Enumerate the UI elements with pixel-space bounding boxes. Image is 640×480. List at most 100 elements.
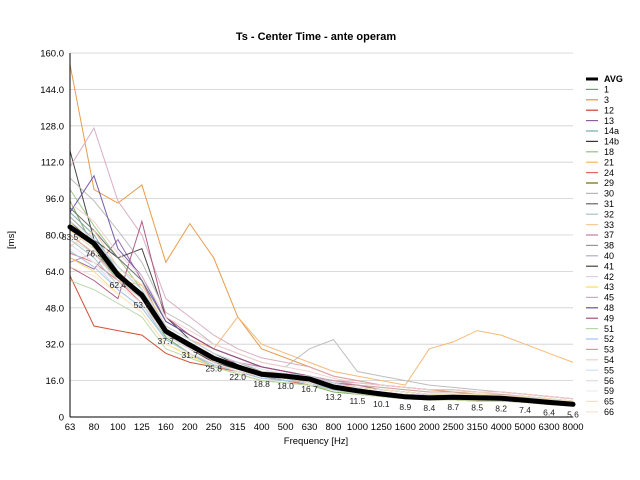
x-tick-label: 2500	[443, 422, 464, 433]
legend-label-24: 24	[604, 168, 614, 178]
x-tick-label: 1000	[347, 422, 368, 433]
legend-label-52: 52	[604, 334, 614, 344]
legend-label-29: 29	[604, 178, 614, 188]
legend-label-30: 30	[604, 189, 614, 199]
legend-label-66: 66	[604, 407, 614, 417]
avg-data-label: 5.6	[567, 409, 579, 419]
legend-label-45: 45	[604, 293, 614, 303]
series-line-45	[69, 126, 574, 400]
avg-data-label: 53.6	[134, 300, 151, 310]
series-line-30	[69, 177, 574, 400]
legend-label-54: 54	[604, 355, 614, 365]
x-tick-label: 1600	[395, 422, 416, 433]
avg-data-label: 8.9	[399, 402, 411, 412]
legend-label-42: 42	[604, 272, 614, 282]
avg-data-label: 62.4	[110, 280, 127, 290]
x-tick-label: 8000	[562, 422, 583, 433]
x-tick-label: 800	[326, 422, 342, 433]
avg-data-label: 6.4	[543, 407, 555, 417]
x-tick-label: 3150	[467, 422, 488, 433]
series-line-65	[69, 230, 574, 402]
avg-data-label: 76.3	[86, 248, 103, 258]
legend-label-65: 65	[604, 397, 614, 407]
legend-label-13: 13	[604, 116, 614, 126]
legend-label-55: 55	[604, 365, 614, 375]
y-tick-label: 32.0	[46, 340, 65, 351]
legend-label-41: 41	[604, 261, 614, 271]
legend-label-33: 33	[604, 220, 614, 230]
series-line-55	[69, 220, 574, 402]
avg-data-label: 7.4	[519, 405, 531, 415]
series-line-AVG	[67, 224, 576, 407]
y-tick-label: 48.0	[46, 303, 65, 314]
series-line-37	[69, 252, 574, 400]
avg-data-label: 8.4	[423, 403, 435, 413]
series-line-54	[69, 202, 574, 400]
legend-label-AVG: AVG	[604, 74, 623, 84]
x-tick-label: 63	[65, 422, 76, 433]
x-tick-label: 5000	[515, 422, 536, 433]
y-axis-label: [ms]	[6, 231, 17, 249]
avg-data-label: 8.7	[447, 402, 459, 412]
avg-data-label: 16.7	[301, 384, 318, 394]
chart-title: Ts - Center Time - ante operam	[236, 31, 397, 43]
legend-label-43: 43	[604, 282, 614, 292]
legend-label-1: 1	[604, 85, 609, 95]
x-tick-label: 400	[254, 422, 270, 433]
x-tick-label: 80	[89, 422, 100, 433]
data-label-layer: 83.576.362.453.637.731.725.822.018.8 18.0…	[62, 232, 579, 419]
legend-label-31: 31	[604, 199, 614, 209]
x-tick-label: 2000	[419, 422, 440, 433]
legend: AVG13121314a14b1821242930313233373840414…	[586, 74, 623, 417]
avg-data-label: 10.1	[373, 399, 390, 409]
avg-data-label: 22.0	[229, 372, 246, 382]
y-tick-label: 128.0	[40, 121, 64, 132]
series-line-33	[69, 229, 574, 402]
y-tick-label: 0	[59, 413, 64, 424]
legend-label-18: 18	[604, 147, 614, 157]
avg-data-label: 25.8	[205, 363, 222, 373]
avg-layer	[67, 224, 576, 407]
legend-label-21: 21	[604, 157, 614, 167]
x-axis-label: Frequency [Hz]	[284, 436, 348, 447]
series-line-59	[69, 248, 574, 404]
x-tick-label: 315	[230, 422, 246, 433]
avg-data-label: 13.2	[325, 392, 342, 402]
legend-label-14b: 14b	[604, 137, 619, 147]
avg-data-label: 37.7	[158, 336, 175, 346]
y-tick-label: 80.0	[46, 231, 65, 242]
legend-label-59: 59	[604, 386, 614, 396]
x-tick-label: 200	[182, 422, 198, 433]
legend-label-48: 48	[604, 303, 614, 313]
avg-data-label: 11.5	[349, 396, 365, 406]
avg-data-label: 31.7	[181, 350, 198, 360]
legend-label-32: 32	[604, 209, 614, 219]
y-tick-label: 96.0	[46, 194, 65, 205]
legend-label-56: 56	[604, 376, 614, 386]
legend-label-12: 12	[604, 105, 614, 115]
avg-data-label: 8.2	[495, 403, 507, 413]
legend-label-51: 51	[604, 324, 614, 334]
axis-layer: 0 16.0 32.0 48.0 64.0 80.0 96.0 112.0 128.0 144.0…	[40, 49, 583, 434]
y-tick-label: 160.0	[40, 49, 64, 60]
avg-data-label: 18.0	[277, 381, 294, 391]
x-tick-label: 125	[134, 422, 150, 433]
legend-label-40: 40	[604, 251, 614, 261]
x-tick-label: 1250	[371, 422, 392, 433]
avg-data-label: 18.8	[253, 379, 270, 389]
x-tick-label: 100	[110, 422, 126, 433]
series-line-51	[69, 280, 574, 407]
x-tick-label: 630	[302, 422, 318, 433]
x-tick-label: 4000	[491, 422, 512, 433]
x-tick-label: 6300	[538, 422, 559, 433]
legend-label-38: 38	[604, 241, 614, 251]
legend-label-49: 49	[604, 313, 614, 323]
legend-label-14a: 14a	[604, 126, 619, 136]
legend-label-53: 53	[604, 345, 614, 355]
legend-label-3: 3	[604, 95, 609, 105]
x-tick-label: 160	[158, 422, 174, 433]
x-tick-label: 500	[278, 422, 294, 433]
y-tick-label: 112.0	[41, 158, 64, 169]
